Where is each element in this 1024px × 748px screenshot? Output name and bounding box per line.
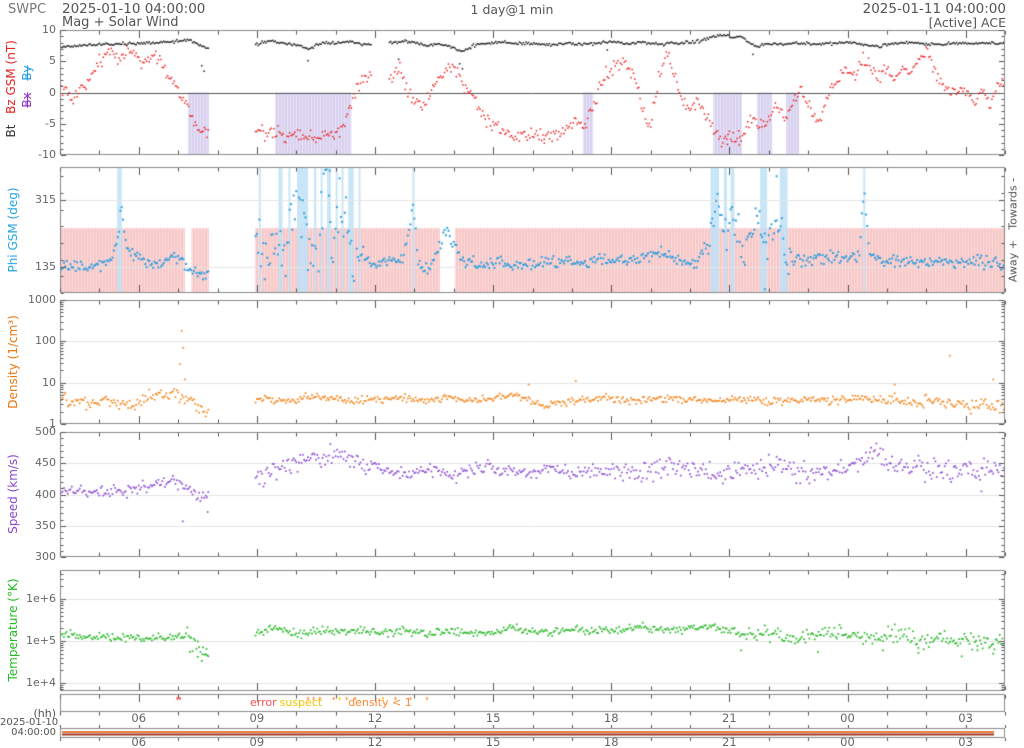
density-ytick-label: 10 <box>42 375 56 389</box>
x-tick-label-09: 09 <box>249 735 265 748</box>
end-datetime: 2025-01-11 04:00:00 <box>862 1 1006 17</box>
x-tick-label-12: 12 <box>367 711 383 725</box>
x-tick-label-06: 06 <box>131 711 147 725</box>
speed-ytick-label: 500 <box>35 425 56 438</box>
x-tick-label-18: 18 <box>603 735 619 748</box>
plot-subtitle: Mag + Solar Wind <box>62 15 179 30</box>
density-axis-label: Density (1/cm³) <box>6 315 20 409</box>
footer-start-time: 04:00:00 <box>11 727 56 738</box>
temperature-ytick-label: 1e+6 <box>26 591 56 605</box>
mag-ytick-label: -10 <box>38 148 56 161</box>
hh-unit-label: (hh) <box>33 707 56 720</box>
legend-item-density-1: density < 1 <box>348 696 412 709</box>
x-tick-label-03: 03 <box>958 711 973 725</box>
phi-ytick-label: 315 <box>35 193 56 207</box>
x-tick-label-00: 00 <box>840 735 855 748</box>
mag-ytick-label: 10 <box>42 23 56 36</box>
speed-ytick-label: 400 <box>35 487 56 501</box>
mag-ytick-label: -5 <box>45 116 56 130</box>
speed-ytick-label: 300 <box>35 550 56 563</box>
x-tick-label-21: 21 <box>722 711 737 725</box>
x-tick-label-09: 09 <box>249 711 265 725</box>
status-ace-badge: [Active] ACE <box>928 15 1006 30</box>
x-tick-label-18: 18 <box>603 711 619 725</box>
app-name: SWPC <box>8 2 47 17</box>
temperature-ytick-label: 1e+4 <box>26 675 56 689</box>
x-tick-label-03: 03 <box>958 735 973 748</box>
speed-ytick-label: 350 <box>35 518 56 532</box>
x-tick-label-06: 06 <box>131 735 147 748</box>
footer-start-date: 2025-01-10 <box>0 717 59 728</box>
density-ytick-label: 1000 <box>28 293 56 306</box>
mag-ytick-label: 0 <box>49 85 56 99</box>
legend-item-suspect: suspect <box>279 696 323 709</box>
cadence-label: 1 day@1 min <box>470 2 554 17</box>
x-tick-label-12: 12 <box>367 735 383 748</box>
phi-ytick-label: 135 <box>35 260 56 274</box>
x-tick-label-21: 21 <box>722 735 737 748</box>
legend-item-error: error <box>250 696 277 709</box>
x-tick-label-15: 15 <box>485 711 501 725</box>
x-tick-label-15: 15 <box>485 735 501 748</box>
start-datetime: 2025-01-10 04:00:00 <box>62 1 206 17</box>
density-ytick-label: 100 <box>35 334 56 348</box>
flag-legend: error suspect density < 1 <box>250 697 412 709</box>
speed-ytick-label: 450 <box>35 456 56 470</box>
mag-ytick-label: 5 <box>49 54 56 68</box>
bz-axis-label: Bz GSM (nT) <box>4 40 18 114</box>
temperature-ytick-label: 1e+5 <box>26 633 56 647</box>
density-ytick-label: 1 <box>49 417 56 430</box>
x-tick-label-00: 00 <box>840 711 855 725</box>
by-axis-label-struck: By <box>20 65 34 81</box>
away-towards-label: Away + Towards - <box>1006 177 1020 283</box>
